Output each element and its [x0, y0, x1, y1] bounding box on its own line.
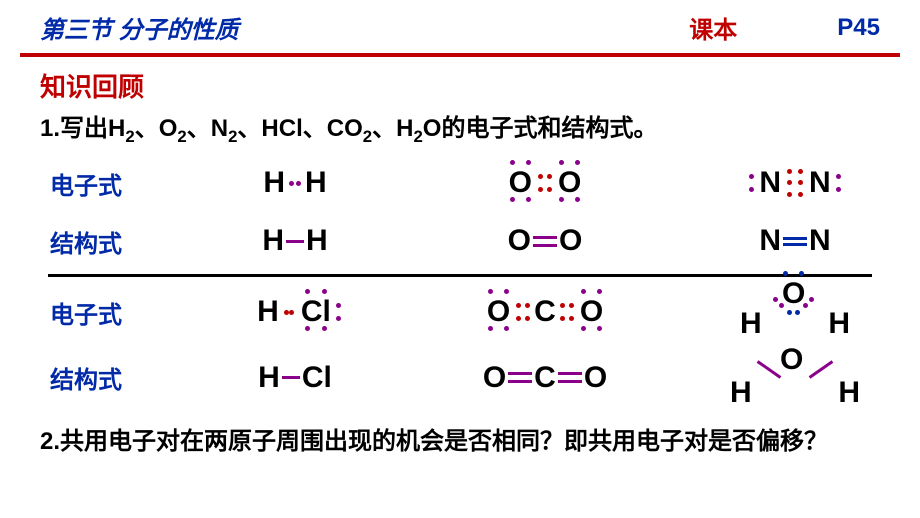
- struct-hcl: HCl: [170, 361, 420, 395]
- lewis-hcl: H Cl: [170, 295, 420, 329]
- label-lewis-2: 电子式: [50, 295, 170, 330]
- lewis-o2: O O: [420, 166, 670, 200]
- struct-n2: NN: [670, 224, 920, 258]
- row-lewis-2: 电子式 H Cl O C: [50, 287, 920, 337]
- label-struct-2: 结构式: [50, 360, 170, 395]
- lewis-h2: H H: [170, 166, 420, 200]
- struct-o2: OO: [420, 224, 670, 258]
- divider-red: [20, 53, 900, 57]
- struct-h2: HH: [170, 224, 420, 258]
- row-struct-2: 结构式 HCl OCO O H H: [50, 345, 920, 410]
- textbook-label: 课本: [689, 10, 737, 45]
- label-struct: 结构式: [50, 224, 170, 259]
- page-number: P45: [837, 14, 880, 42]
- label-lewis: 电子式: [50, 166, 170, 201]
- header: 第三节 分子的性质 课本 P45: [0, 0, 920, 53]
- lewis-h2o: O H H: [670, 285, 920, 340]
- struct-h2o: O H H: [670, 348, 920, 408]
- divider-black: [48, 274, 872, 277]
- question-2: 2.共用电子对在两原子周围出现的机会是否相同？即共用电子对是否偏移？: [40, 425, 880, 459]
- question-1: 1.写出H2、O2、N2、HCl、CO2、H2O的电子式和结构式。: [40, 112, 920, 148]
- row-struct-1: 结构式 HH OO NN: [50, 216, 920, 266]
- review-heading: 知识回顾: [40, 67, 920, 104]
- lewis-n2: N N: [670, 166, 920, 200]
- row-lewis-1: 电子式 H H O O: [50, 158, 920, 208]
- lewis-co2: O C O: [420, 295, 670, 329]
- struct-co2: OCO: [420, 361, 670, 395]
- section-title: 第三节 分子的性质: [40, 10, 689, 45]
